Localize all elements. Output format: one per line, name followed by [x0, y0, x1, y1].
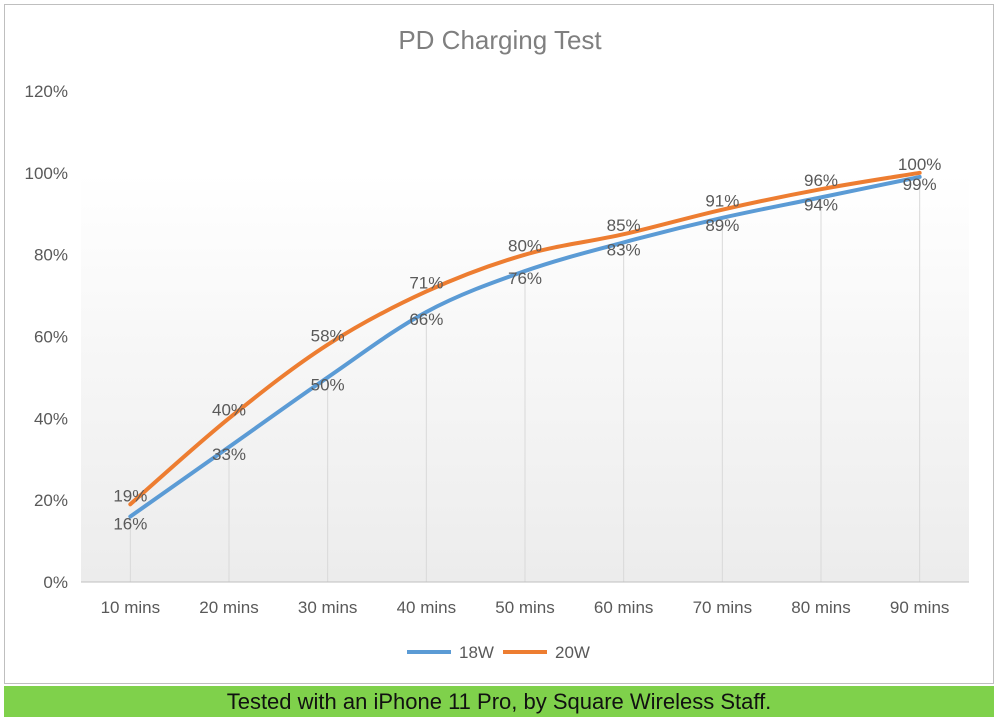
x-tick-label: 10 mins	[101, 598, 161, 617]
y-tick-label: 20%	[34, 491, 68, 510]
data-label: 58%	[311, 327, 345, 346]
data-label: 19%	[113, 486, 147, 505]
data-label: 16%	[113, 515, 147, 534]
data-label: 96%	[804, 171, 838, 190]
data-label: 33%	[212, 445, 246, 464]
data-label: 50%	[311, 375, 345, 394]
data-label: 76%	[508, 269, 542, 288]
footer-banner: Tested with an iPhone 11 Pro, by Square …	[4, 686, 994, 717]
chart-frame: 0% 20% 40% 60% 80% 100% 120% 10 mins 20 mins 30 …	[4, 4, 994, 684]
data-label: 85%	[607, 216, 641, 235]
y-tick-label: 40%	[34, 409, 68, 428]
y-tick-label: 100%	[25, 164, 68, 183]
data-label: 80%	[508, 237, 542, 256]
x-tick-label: 50 mins	[495, 598, 555, 617]
x-tick-label: 90 mins	[890, 598, 950, 617]
y-tick-label: 0%	[43, 573, 68, 592]
x-tick-label: 20 mins	[199, 598, 259, 617]
series-line-18W	[128, 174, 922, 519]
data-label: 89%	[705, 216, 739, 235]
data-label: 99%	[903, 175, 937, 194]
x-tick-label: 40 mins	[397, 598, 457, 617]
x-tick-label: 30 mins	[298, 598, 358, 617]
data-label: 91%	[705, 192, 739, 211]
x-tick-label: 60 mins	[594, 598, 654, 617]
y-tick-label: 60%	[34, 328, 68, 347]
y-tick-label: 80%	[34, 246, 68, 265]
x-tick-label: 70 mins	[693, 598, 753, 617]
data-label: 83%	[607, 240, 641, 259]
legend-label: 18W	[459, 643, 494, 662]
data-label: 40%	[212, 400, 246, 419]
chart-title: PD Charging Test	[398, 25, 602, 55]
data-label: 94%	[804, 195, 838, 214]
data-label: 100%	[898, 155, 941, 174]
line-chart: 0% 20% 40% 60% 80% 100% 120% 10 mins 20 mins 30 …	[25, 25, 969, 662]
data-label: 66%	[409, 310, 443, 329]
data-label: 71%	[409, 273, 443, 292]
legend-label: 20W	[555, 643, 590, 662]
x-tick-label: 80 mins	[791, 598, 851, 617]
footer-text: Tested with an iPhone 11 Pro, by Square …	[226, 688, 772, 714]
y-tick-label: 120%	[25, 82, 68, 101]
series-line-20W	[128, 170, 922, 507]
